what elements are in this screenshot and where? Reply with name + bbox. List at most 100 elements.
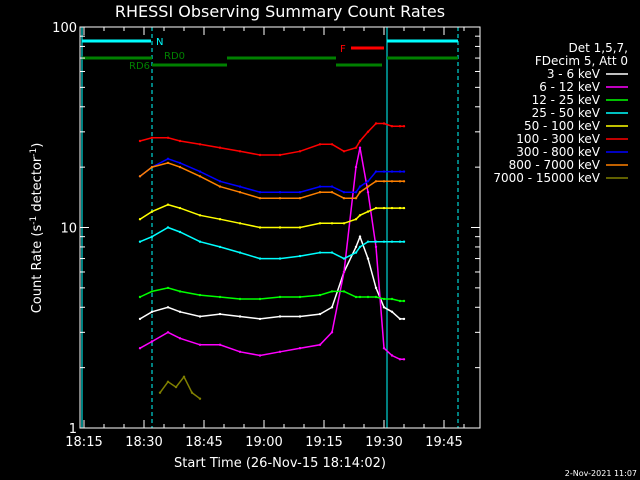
series-line xyxy=(139,147,404,361)
data-point xyxy=(358,214,362,217)
y-axis-label-mid: detector xyxy=(30,156,45,216)
y-axis-label: Count Rate (s-1 detector-1) xyxy=(29,143,45,314)
data-point xyxy=(198,143,202,146)
data-point xyxy=(238,185,242,188)
data-point xyxy=(382,306,386,309)
data-point xyxy=(354,146,358,149)
x-tick-label: 19:15 xyxy=(305,435,342,450)
series-line xyxy=(139,287,404,302)
data-point xyxy=(382,170,386,173)
data-point xyxy=(374,122,378,125)
data-point xyxy=(366,210,370,213)
data-point xyxy=(238,251,242,254)
data-point xyxy=(342,197,346,200)
data-point xyxy=(278,153,282,157)
data-point xyxy=(138,240,142,243)
data-point xyxy=(278,226,282,229)
data-point xyxy=(366,185,370,188)
data-point xyxy=(382,297,386,301)
data-point xyxy=(178,139,182,143)
data-point xyxy=(330,331,334,334)
data-point xyxy=(390,354,394,357)
data-point xyxy=(318,191,322,194)
data-point xyxy=(158,391,162,394)
data-point xyxy=(178,337,182,340)
data-point xyxy=(402,125,406,128)
data-point xyxy=(238,315,242,318)
data-point xyxy=(258,197,262,200)
data-point xyxy=(150,340,154,343)
data-point xyxy=(374,240,378,243)
data-point xyxy=(238,350,242,353)
data-point xyxy=(166,226,170,229)
data-point xyxy=(402,240,406,243)
data-point xyxy=(150,290,154,293)
data-point xyxy=(198,214,202,217)
data-point xyxy=(166,306,170,309)
data-point xyxy=(366,191,370,194)
y-axis-label-sup2: -1 xyxy=(29,148,39,157)
data-point xyxy=(366,295,370,299)
data-point xyxy=(166,157,170,160)
data-point xyxy=(258,354,262,357)
data-point xyxy=(318,185,322,188)
series-line xyxy=(139,122,404,156)
data-point xyxy=(402,358,406,361)
data-point xyxy=(258,317,262,321)
data-point xyxy=(390,310,394,313)
data-point xyxy=(358,191,362,194)
data-point xyxy=(398,125,402,128)
data-point xyxy=(374,170,378,173)
flag-rd0-label: RD0 xyxy=(164,51,185,62)
data-point xyxy=(390,125,394,128)
data-point xyxy=(218,218,222,221)
data-point xyxy=(342,222,346,225)
data-point xyxy=(198,397,202,400)
data-point xyxy=(354,165,358,169)
data-point xyxy=(358,245,362,249)
data-point xyxy=(382,206,386,210)
data-point xyxy=(258,153,262,157)
data-point xyxy=(166,136,170,139)
data-point xyxy=(238,222,242,225)
data-point xyxy=(178,290,182,293)
x-axis-label: Start Time (26-Nov-15 18:14:02) xyxy=(174,456,386,471)
y-tick-label: 10 xyxy=(60,222,77,237)
data-point xyxy=(358,295,362,299)
data-point xyxy=(150,136,154,139)
data-point xyxy=(178,161,182,165)
series-layer xyxy=(138,122,406,400)
x-tick-label: 19:45 xyxy=(425,435,462,450)
data-point xyxy=(402,206,406,210)
data-point xyxy=(330,185,334,188)
data-point xyxy=(150,165,154,169)
data-point xyxy=(166,380,170,383)
data-point xyxy=(218,180,222,183)
data-point xyxy=(342,257,346,260)
data-point xyxy=(402,317,406,321)
data-point xyxy=(358,185,362,188)
data-point xyxy=(258,257,262,260)
data-point xyxy=(298,295,302,299)
data-point xyxy=(402,180,406,183)
data-point xyxy=(342,191,346,194)
data-point xyxy=(354,218,358,221)
data-point xyxy=(398,206,402,210)
y-axis-label-end: ) xyxy=(30,143,45,148)
data-point xyxy=(150,235,154,238)
data-point xyxy=(382,347,386,350)
date-stamp: 2-Nov-2021 11:07 xyxy=(565,469,637,478)
legend-entry-label: 12 - 25 keV xyxy=(532,93,601,107)
data-point xyxy=(374,180,378,183)
data-point xyxy=(198,315,202,318)
data-point xyxy=(354,251,358,254)
data-point xyxy=(278,350,282,353)
data-point xyxy=(218,295,222,299)
y-axis-label-main: Count Rate (s xyxy=(30,225,45,314)
data-point xyxy=(258,226,262,229)
data-point xyxy=(138,218,142,221)
data-point xyxy=(390,180,394,183)
legend-entry-label: 800 - 7000 keV xyxy=(509,158,601,172)
data-point xyxy=(298,226,302,229)
